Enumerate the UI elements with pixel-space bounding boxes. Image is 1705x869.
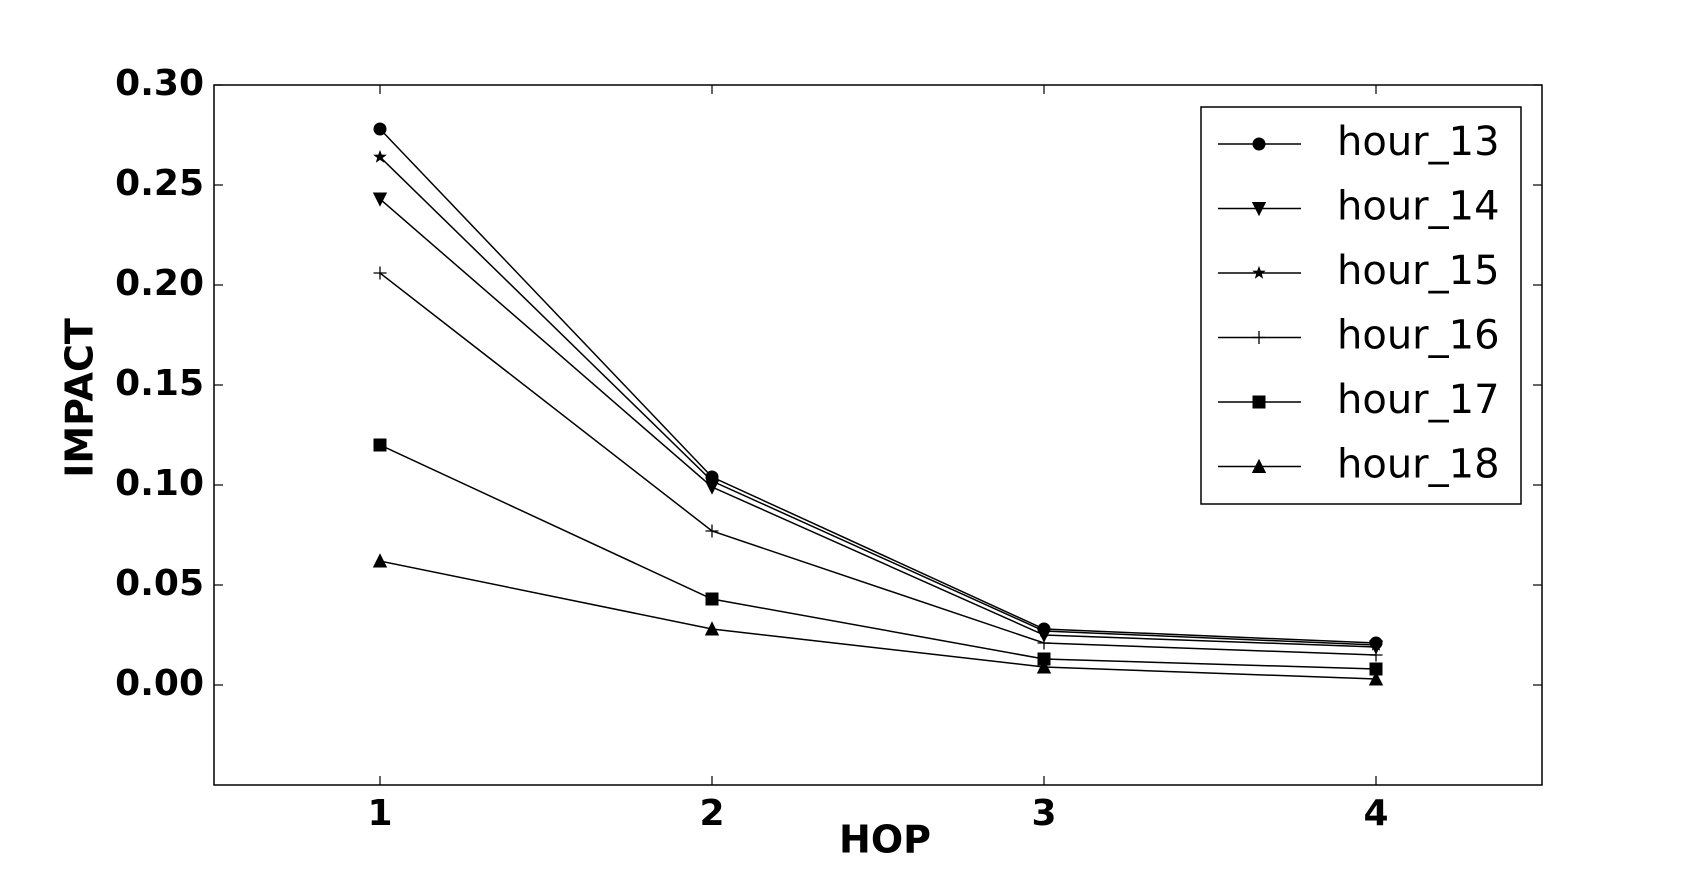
x-tick-label: 2 <box>699 793 724 834</box>
marker <box>1369 662 1383 676</box>
y-axis-label: IMPACT <box>58 318 102 478</box>
marker <box>704 480 720 495</box>
legend-marker <box>1251 458 1267 473</box>
legend-box <box>1200 106 1522 505</box>
marker <box>372 192 388 207</box>
legend-marker <box>1252 331 1266 344</box>
legend-label: hour_18 <box>1337 442 1500 488</box>
y-tick-label: 0.15 <box>115 363 204 404</box>
y-tick-label: 0.20 <box>115 263 204 304</box>
legend-marker <box>1252 395 1266 409</box>
marker <box>373 438 387 452</box>
marker <box>1037 652 1051 666</box>
series-line <box>379 272 1377 656</box>
marker <box>1369 648 1383 662</box>
marker <box>1369 637 1383 651</box>
marker <box>704 621 720 636</box>
marker <box>1037 636 1051 650</box>
x-tick-label: 4 <box>1363 793 1388 834</box>
marker <box>1036 659 1052 674</box>
plot-frame <box>213 84 1543 786</box>
series-line <box>379 560 1377 680</box>
marker <box>1368 671 1384 686</box>
legend-marker <box>1252 137 1266 151</box>
legend-marker <box>1251 202 1267 217</box>
marker <box>373 122 387 136</box>
y-tick-label: 0.05 <box>115 563 204 604</box>
series-line <box>379 156 1377 646</box>
y-tick-label: 0.10 <box>115 463 204 504</box>
marker <box>373 149 387 163</box>
series-line <box>379 444 1377 670</box>
series-line <box>379 128 1377 644</box>
y-tick-label: 0.00 <box>115 663 204 704</box>
marker <box>705 473 719 487</box>
legend-label: hour_17 <box>1337 377 1500 423</box>
x-axis-label: HOP <box>839 818 931 862</box>
legend-label: hour_13 <box>1337 119 1500 165</box>
marker <box>373 266 387 280</box>
marker <box>705 524 719 538</box>
y-tick-label: 0.30 <box>115 63 204 104</box>
marker <box>372 553 388 568</box>
x-tick-label: 1 <box>367 793 392 834</box>
legend-marker <box>1252 265 1266 279</box>
marker <box>1036 628 1052 643</box>
x-tick-label: 3 <box>1031 793 1056 834</box>
legend-label: hour_16 <box>1337 313 1500 359</box>
legend-label: hour_15 <box>1337 248 1500 294</box>
legend-label: hour_14 <box>1337 184 1500 230</box>
marker <box>1037 623 1051 637</box>
series-line <box>379 198 1377 648</box>
marker <box>705 592 719 606</box>
y-tick-label: 0.25 <box>115 163 204 204</box>
